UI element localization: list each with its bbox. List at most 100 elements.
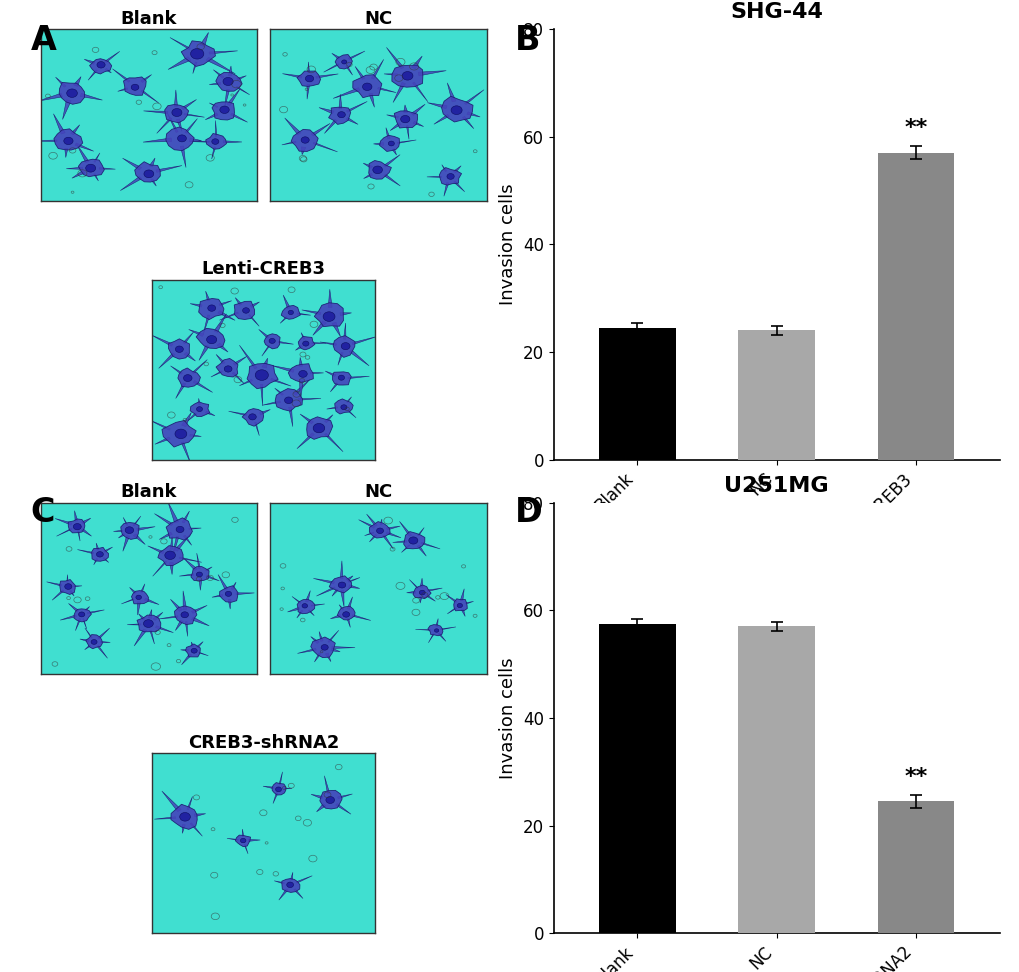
- Polygon shape: [235, 835, 251, 847]
- Polygon shape: [179, 557, 202, 562]
- Circle shape: [180, 611, 189, 618]
- Polygon shape: [331, 589, 338, 596]
- Polygon shape: [274, 881, 284, 884]
- Polygon shape: [278, 341, 293, 344]
- Polygon shape: [311, 637, 319, 643]
- Polygon shape: [428, 625, 442, 636]
- Polygon shape: [155, 437, 170, 444]
- Polygon shape: [293, 888, 303, 898]
- Polygon shape: [288, 407, 292, 427]
- Polygon shape: [175, 383, 185, 399]
- Text: D: D: [515, 496, 542, 529]
- Polygon shape: [308, 609, 314, 615]
- Polygon shape: [396, 140, 416, 144]
- Polygon shape: [87, 609, 104, 614]
- Circle shape: [136, 595, 142, 600]
- Polygon shape: [144, 111, 168, 114]
- Polygon shape: [154, 816, 175, 819]
- Polygon shape: [461, 608, 465, 616]
- Polygon shape: [105, 52, 119, 62]
- Polygon shape: [168, 56, 191, 69]
- Polygon shape: [123, 517, 127, 526]
- Polygon shape: [248, 840, 260, 842]
- Polygon shape: [199, 345, 209, 361]
- Circle shape: [450, 106, 462, 115]
- Polygon shape: [228, 411, 247, 416]
- Polygon shape: [186, 796, 193, 810]
- Circle shape: [91, 640, 97, 644]
- Polygon shape: [192, 360, 207, 373]
- Polygon shape: [352, 614, 370, 620]
- Polygon shape: [121, 599, 133, 604]
- Circle shape: [249, 414, 256, 420]
- Bar: [598, 624, 675, 933]
- Polygon shape: [77, 549, 94, 554]
- Polygon shape: [170, 38, 191, 50]
- Polygon shape: [67, 574, 68, 582]
- Polygon shape: [206, 133, 226, 150]
- Polygon shape: [239, 379, 253, 386]
- Polygon shape: [290, 129, 318, 152]
- Polygon shape: [260, 384, 263, 405]
- Circle shape: [376, 528, 383, 534]
- Polygon shape: [313, 142, 337, 152]
- Circle shape: [64, 137, 73, 145]
- Circle shape: [388, 141, 394, 146]
- Polygon shape: [197, 553, 200, 569]
- Polygon shape: [82, 529, 92, 537]
- Polygon shape: [337, 353, 342, 365]
- Polygon shape: [199, 579, 202, 590]
- Polygon shape: [190, 138, 202, 141]
- Polygon shape: [72, 170, 86, 178]
- Polygon shape: [137, 527, 155, 531]
- Polygon shape: [189, 330, 204, 336]
- Polygon shape: [311, 123, 330, 136]
- Polygon shape: [314, 653, 321, 662]
- Polygon shape: [328, 290, 332, 307]
- Polygon shape: [139, 613, 145, 620]
- Polygon shape: [340, 590, 343, 607]
- Polygon shape: [181, 412, 192, 427]
- Polygon shape: [216, 72, 242, 91]
- Polygon shape: [433, 115, 449, 124]
- Polygon shape: [74, 608, 92, 622]
- Circle shape: [269, 338, 275, 343]
- Polygon shape: [228, 66, 231, 76]
- Polygon shape: [47, 582, 62, 586]
- Polygon shape: [120, 523, 139, 539]
- Title: Lenti-CREB3: Lenti-CREB3: [202, 260, 325, 278]
- Polygon shape: [94, 153, 100, 162]
- Circle shape: [400, 116, 410, 122]
- Polygon shape: [79, 639, 89, 642]
- Polygon shape: [262, 358, 267, 368]
- Polygon shape: [333, 87, 360, 98]
- Polygon shape: [447, 83, 455, 102]
- Polygon shape: [60, 615, 76, 620]
- Polygon shape: [323, 64, 338, 72]
- Title: NC: NC: [364, 10, 392, 27]
- Polygon shape: [217, 311, 234, 321]
- Polygon shape: [206, 575, 219, 581]
- Polygon shape: [133, 534, 145, 544]
- Polygon shape: [343, 323, 345, 339]
- Polygon shape: [338, 605, 343, 610]
- Circle shape: [325, 796, 334, 804]
- Polygon shape: [330, 383, 337, 392]
- Polygon shape: [85, 59, 95, 64]
- Polygon shape: [105, 68, 111, 73]
- Polygon shape: [94, 559, 98, 565]
- Polygon shape: [52, 590, 64, 600]
- Polygon shape: [412, 83, 427, 102]
- Title: U251MG: U251MG: [723, 475, 828, 496]
- Polygon shape: [264, 333, 280, 349]
- Polygon shape: [340, 561, 342, 578]
- Polygon shape: [181, 442, 191, 465]
- Circle shape: [212, 139, 219, 145]
- Polygon shape: [347, 577, 360, 582]
- Polygon shape: [168, 502, 178, 523]
- Polygon shape: [278, 889, 287, 900]
- Polygon shape: [353, 75, 381, 97]
- Polygon shape: [316, 74, 338, 79]
- Polygon shape: [288, 364, 313, 382]
- Polygon shape: [217, 343, 228, 352]
